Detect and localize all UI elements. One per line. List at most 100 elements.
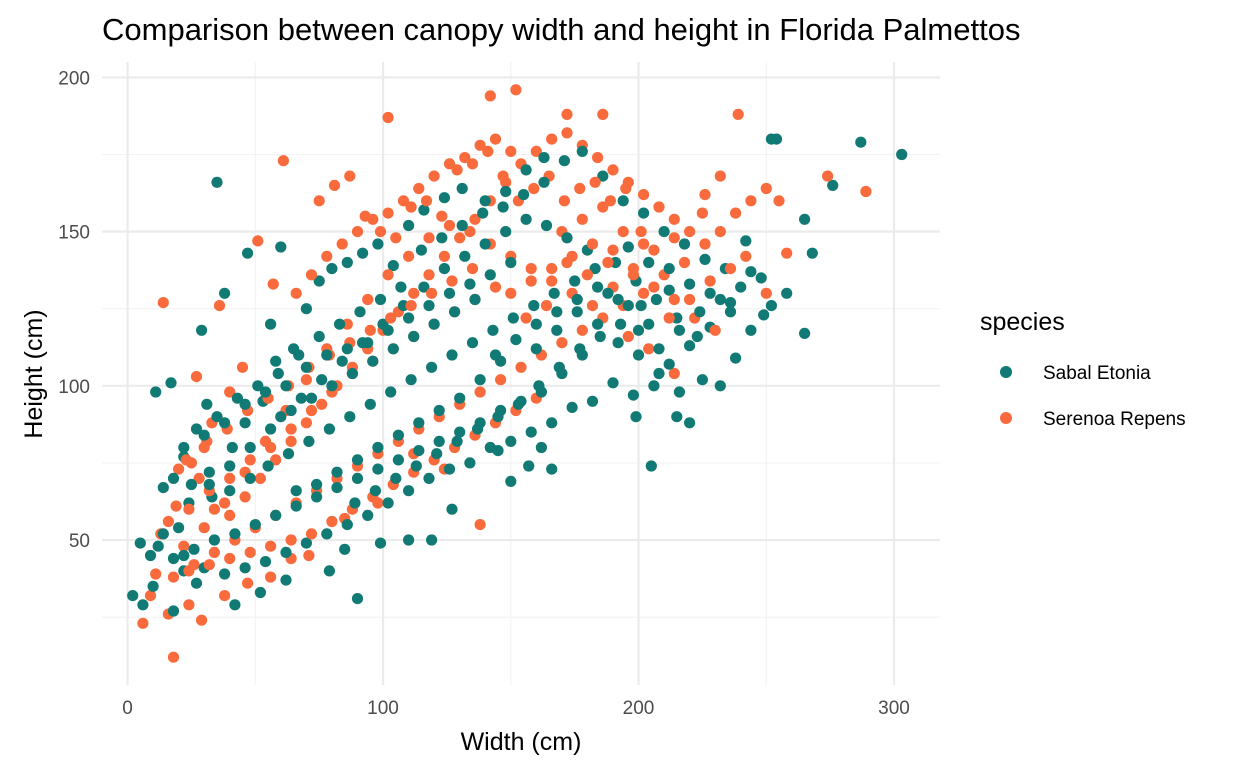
point-sabal-etonia bbox=[558, 155, 571, 167]
point-sabal-etonia bbox=[451, 435, 463, 447]
point-sabal-etonia bbox=[423, 300, 435, 312]
point-serenoa-repens bbox=[592, 152, 604, 164]
point-sabal-etonia bbox=[691, 330, 703, 343]
point-serenoa-repens bbox=[466, 158, 479, 170]
point-serenoa-repens bbox=[385, 312, 397, 324]
point-sabal-etonia bbox=[272, 367, 284, 380]
point-serenoa-repens bbox=[150, 568, 162, 580]
point-sabal-etonia bbox=[566, 401, 578, 413]
point-sabal-etonia bbox=[147, 580, 159, 592]
point-sabal-etonia bbox=[311, 491, 323, 503]
point-serenoa-repens bbox=[699, 189, 711, 201]
point-serenoa-repens bbox=[505, 145, 517, 157]
point-sabal-etonia bbox=[520, 164, 532, 176]
point-sabal-etonia bbox=[242, 247, 254, 259]
point-serenoa-repens bbox=[724, 263, 737, 275]
point-serenoa-repens bbox=[525, 263, 537, 275]
point-serenoa-repens bbox=[709, 324, 721, 336]
point-sabal-etonia bbox=[474, 374, 486, 386]
point-sabal-etonia bbox=[372, 463, 384, 475]
point-sabal-etonia bbox=[405, 374, 417, 386]
point-serenoa-repens bbox=[684, 293, 696, 306]
point-sabal-etonia bbox=[303, 435, 315, 447]
point-sabal-etonia bbox=[799, 213, 811, 225]
point-sabal-etonia bbox=[219, 568, 231, 580]
point-sabal-etonia bbox=[546, 417, 558, 429]
point-sabal-etonia bbox=[574, 343, 586, 355]
point-serenoa-repens bbox=[423, 269, 435, 281]
point-sabal-etonia bbox=[602, 287, 614, 299]
point-sabal-etonia bbox=[538, 176, 550, 188]
point-serenoa-repens bbox=[198, 522, 210, 534]
point-sabal-etonia bbox=[477, 207, 489, 219]
point-sabal-etonia bbox=[436, 232, 448, 244]
point-sabal-etonia bbox=[244, 441, 256, 454]
point-sabal-etonia bbox=[211, 411, 223, 423]
point-serenoa-repens bbox=[446, 275, 458, 287]
point-serenoa-repens bbox=[290, 287, 302, 299]
point-serenoa-repens bbox=[482, 145, 494, 157]
point-sabal-etonia bbox=[592, 281, 604, 293]
y-axis-title: Height (cm) bbox=[20, 309, 48, 438]
point-sabal-etonia bbox=[512, 398, 525, 410]
point-serenoa-repens bbox=[167, 571, 180, 583]
point-sabal-etonia bbox=[540, 219, 553, 232]
point-serenoa-repens bbox=[474, 519, 486, 531]
legend-title: species bbox=[980, 308, 1065, 336]
point-serenoa-repens bbox=[597, 108, 609, 120]
point-sabal-etonia bbox=[173, 522, 185, 534]
point-sabal-etonia bbox=[382, 497, 394, 509]
point-sabal-etonia bbox=[357, 247, 369, 259]
point-sabal-etonia bbox=[500, 185, 512, 198]
point-sabal-etonia bbox=[354, 306, 366, 318]
point-serenoa-repens bbox=[617, 226, 629, 238]
point-serenoa-repens bbox=[668, 367, 680, 380]
point-sabal-etonia bbox=[684, 417, 696, 429]
point-serenoa-repens bbox=[183, 599, 195, 611]
point-serenoa-repens bbox=[364, 324, 376, 336]
point-serenoa-repens bbox=[300, 417, 312, 429]
point-serenoa-repens bbox=[466, 263, 479, 275]
point-sabal-etonia bbox=[239, 417, 251, 429]
point-serenoa-repens bbox=[328, 179, 341, 191]
point-serenoa-repens bbox=[668, 213, 680, 225]
point-serenoa-repens bbox=[413, 182, 425, 195]
point-serenoa-repens bbox=[638, 189, 650, 201]
point-sabal-etonia bbox=[770, 133, 783, 145]
point-sabal-etonia bbox=[643, 318, 655, 330]
point-sabal-etonia bbox=[696, 374, 709, 386]
point-sabal-etonia bbox=[653, 343, 665, 355]
point-serenoa-repens bbox=[193, 472, 205, 484]
grid bbox=[102, 62, 940, 685]
point-sabal-etonia bbox=[704, 287, 716, 299]
point-sabal-etonia bbox=[597, 170, 609, 182]
point-serenoa-repens bbox=[341, 318, 353, 330]
point-sabal-etonia bbox=[201, 398, 213, 410]
legend-label: Sabal Etonia bbox=[1043, 363, 1151, 384]
point-serenoa-repens bbox=[730, 207, 742, 219]
point-serenoa-repens bbox=[604, 195, 617, 207]
point-sabal-etonia bbox=[627, 389, 640, 401]
point-serenoa-repens bbox=[265, 571, 277, 583]
point-sabal-etonia bbox=[673, 386, 686, 398]
point-sabal-etonia bbox=[403, 485, 415, 497]
point-sabal-etonia bbox=[334, 318, 346, 330]
point-sabal-etonia bbox=[418, 281, 430, 293]
point-sabal-etonia bbox=[372, 441, 384, 454]
point-sabal-etonia bbox=[612, 293, 624, 306]
point-serenoa-repens bbox=[305, 528, 318, 540]
point-serenoa-repens bbox=[428, 170, 440, 182]
point-serenoa-repens bbox=[190, 371, 203, 383]
point-sabal-etonia bbox=[295, 392, 307, 404]
point-sabal-etonia bbox=[663, 358, 675, 370]
point-sabal-etonia bbox=[505, 256, 517, 269]
point-serenoa-repens bbox=[484, 90, 496, 102]
point-serenoa-repens bbox=[576, 213, 588, 225]
point-sabal-etonia bbox=[367, 355, 379, 367]
point-serenoa-repens bbox=[464, 226, 476, 238]
point-sabal-etonia bbox=[594, 330, 606, 343]
point-sabal-etonia bbox=[211, 176, 223, 188]
point-serenoa-repens bbox=[620, 182, 632, 195]
point-serenoa-repens bbox=[668, 232, 680, 244]
point-sabal-etonia bbox=[224, 460, 236, 472]
